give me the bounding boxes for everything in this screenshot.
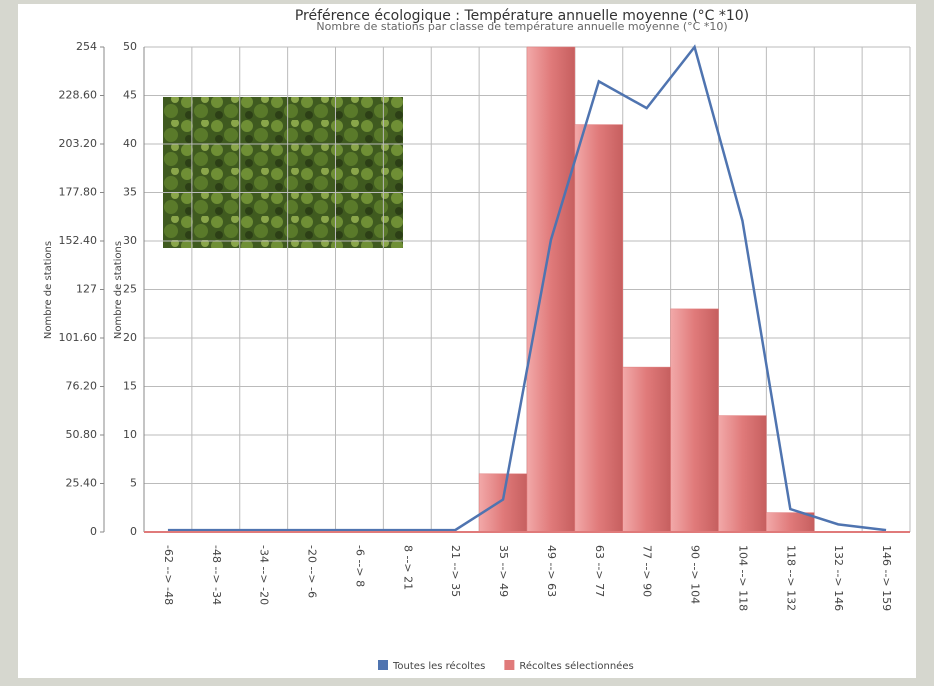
y-tick-label: 25.40 bbox=[66, 477, 98, 490]
photo bbox=[163, 97, 403, 248]
y2-tick-label: 40 bbox=[123, 137, 137, 150]
x-tick-label: -48 --> -34 bbox=[210, 545, 223, 605]
y2-tick-label: 35 bbox=[123, 186, 137, 199]
bar bbox=[718, 415, 767, 533]
y2-tick-label: 20 bbox=[123, 331, 137, 344]
x-tick-label: 63 --> 77 bbox=[593, 545, 606, 597]
x-tick-label: -34 --> -20 bbox=[258, 545, 271, 605]
x-tick-label: 35 --> 49 bbox=[497, 545, 510, 597]
legend-swatch bbox=[378, 660, 388, 670]
y2-tick-label: 50 bbox=[123, 40, 137, 53]
y2-tick-label: 0 bbox=[130, 525, 137, 538]
legend-swatch bbox=[504, 660, 515, 670]
y2-tick-label: 5 bbox=[130, 477, 137, 490]
bar bbox=[574, 124, 623, 533]
x-tick-label: 146 --> 159 bbox=[880, 545, 893, 611]
x-tick-label: 49 --> 63 bbox=[545, 545, 558, 597]
x-tick-label: 21 --> 35 bbox=[449, 545, 462, 597]
x-tick-label: 8 --> 21 bbox=[401, 545, 414, 590]
y-tick-label: 127 bbox=[76, 283, 97, 296]
bar bbox=[622, 366, 671, 533]
y2-tick-label: 45 bbox=[123, 89, 137, 102]
x-tick-label: 77 --> 90 bbox=[641, 545, 654, 597]
y2-tick-label: 30 bbox=[123, 234, 137, 247]
x-tick-label: -62 --> -48 bbox=[162, 545, 175, 605]
y-axis-label: Nombre de stations bbox=[43, 241, 54, 339]
chart-title: Préférence écologique : Température annu… bbox=[295, 8, 749, 24]
y2-tick-label: 10 bbox=[123, 428, 137, 441]
x-tick-label: 104 --> 118 bbox=[736, 545, 749, 611]
x-tick-label: -6 --> 8 bbox=[353, 545, 366, 587]
y-tick-label: 76.20 bbox=[66, 380, 98, 393]
y-tick-label: 152.40 bbox=[59, 234, 98, 247]
y-tick-label: 50.80 bbox=[66, 428, 98, 441]
y-tick-label: 254 bbox=[76, 40, 97, 53]
line bbox=[167, 44, 887, 532]
bar bbox=[478, 473, 528, 533]
panel bbox=[18, 4, 916, 678]
y-tick-label: 101.60 bbox=[59, 331, 98, 344]
legend-label: Récoltes sélectionnées bbox=[519, 660, 633, 672]
legend-label: Toutes les récoltes bbox=[392, 660, 485, 672]
chart-subtitle: Nombre de stations par classe de tempéra… bbox=[316, 20, 727, 33]
bar bbox=[670, 308, 719, 533]
y2-tick-label: 25 bbox=[123, 283, 137, 296]
y2-tick-label: 15 bbox=[123, 380, 137, 393]
y-tick-label: 177.80 bbox=[59, 186, 98, 199]
x-tick-label: 132 --> 146 bbox=[832, 545, 845, 611]
y-tick-label: 228.60 bbox=[59, 89, 98, 102]
y-tick-label: 203.20 bbox=[59, 137, 98, 150]
y2-axis-label: Nombre de stations bbox=[113, 241, 124, 339]
x-tick-label: 118 --> 132 bbox=[784, 545, 797, 611]
y-tick-label: 0 bbox=[90, 525, 97, 538]
bar bbox=[526, 46, 576, 533]
x-tick-label: -20 --> -6 bbox=[306, 545, 319, 598]
x-tick-label: 90 --> 104 bbox=[689, 545, 702, 604]
